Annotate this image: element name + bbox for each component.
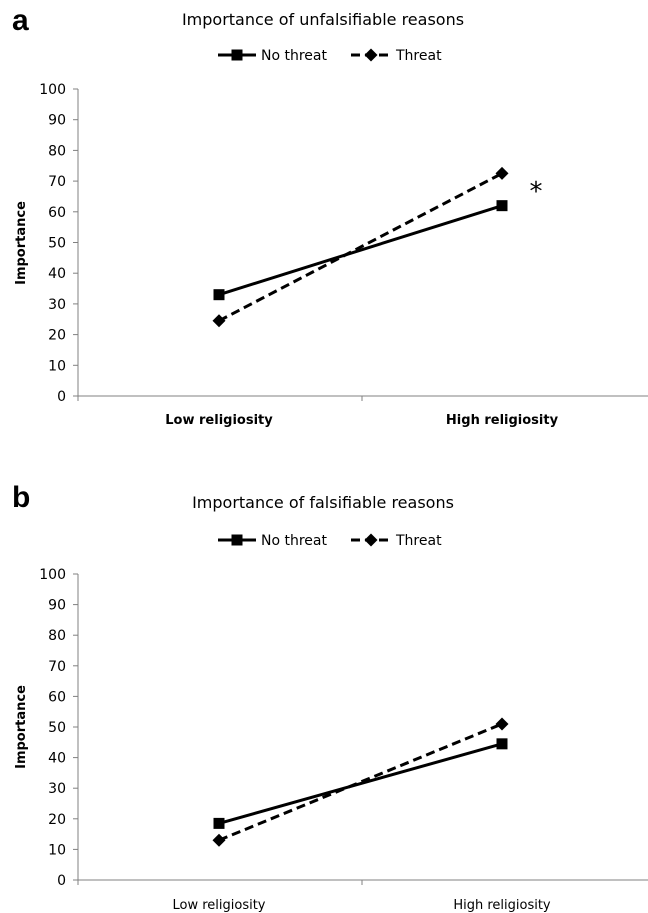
series-0	[213, 738, 508, 829]
legend-square-marker	[231, 49, 243, 61]
chart-panel-b: b Importance of falsifiable reasons No thr…	[12, 481, 648, 913]
legend-item-1: Threat	[351, 48, 442, 64]
chart-panel-a: a Importance of unfalsifiable reasons No t…	[12, 4, 648, 428]
x-category-label: Low religiosity	[165, 413, 273, 428]
y-tick-label: 90	[48, 113, 66, 129]
series-1	[212, 166, 509, 328]
x-category-label: High religiosity	[453, 898, 551, 913]
data-point	[496, 200, 508, 212]
chart-title: Importance of unfalsifiable reasons	[182, 10, 464, 29]
legend-diamond-marker	[364, 533, 378, 547]
significance-annotation: *	[530, 177, 543, 207]
panel-letter: b	[12, 481, 30, 514]
legend-square-marker	[231, 534, 243, 546]
y-tick-label: 40	[48, 266, 66, 282]
y-tick-label: 80	[48, 628, 66, 644]
x-category-label: High religiosity	[446, 413, 559, 428]
legend-item-1: Threat	[351, 533, 442, 549]
legend-label: Threat	[395, 48, 442, 64]
series-line	[218, 742, 503, 825]
data-point	[213, 289, 225, 301]
y-tick-label: 100	[39, 567, 66, 583]
y-tick-label: 70	[48, 174, 66, 190]
data-point	[495, 717, 509, 731]
y-tick-label: 100	[39, 82, 66, 98]
legend-label: No threat	[261, 533, 327, 549]
y-tick-label: 50	[48, 720, 66, 736]
legend: No threat Threat	[218, 533, 442, 549]
y-axis-title: Importance	[14, 685, 29, 769]
data-point	[496, 738, 508, 750]
legend-diamond-marker	[364, 48, 378, 62]
y-axis-title: Importance	[14, 201, 29, 285]
y-tick-label: 20	[48, 328, 66, 344]
y-tick-label: 20	[48, 812, 66, 828]
legend: No threat Threat	[218, 48, 442, 64]
y-tick-label: 0	[57, 873, 66, 889]
series-0	[213, 200, 508, 301]
series-line	[218, 172, 503, 323]
panel-letter: a	[12, 4, 29, 37]
y-tick-label: 80	[48, 143, 66, 159]
data-point	[495, 166, 509, 180]
legend-label: No threat	[261, 48, 327, 64]
y-tick-label: 10	[48, 842, 66, 858]
series-line	[218, 204, 503, 297]
data-point	[212, 314, 226, 328]
y-tick-label: 50	[48, 236, 66, 252]
y-tick-label: 90	[48, 598, 66, 614]
y-tick-label: 60	[48, 205, 66, 221]
legend-item-0: No threat	[218, 48, 327, 64]
y-tick-label: 10	[48, 358, 66, 374]
legend-label: Threat	[395, 533, 442, 549]
y-tick-label: 30	[48, 781, 66, 797]
data-point	[212, 833, 226, 847]
y-tick-label: 0	[57, 389, 66, 405]
y-tick-label: 30	[48, 297, 66, 313]
y-tick-label: 60	[48, 689, 66, 705]
data-point	[213, 817, 225, 829]
y-tick-label: 40	[48, 751, 66, 767]
y-tick-label: 70	[48, 659, 66, 675]
chart-title: Importance of falsifiable reasons	[192, 493, 454, 512]
x-category-label: Low religiosity	[172, 898, 265, 913]
series-line	[218, 722, 503, 842]
series-1	[212, 717, 509, 847]
legend-item-0: No threat	[218, 533, 327, 549]
